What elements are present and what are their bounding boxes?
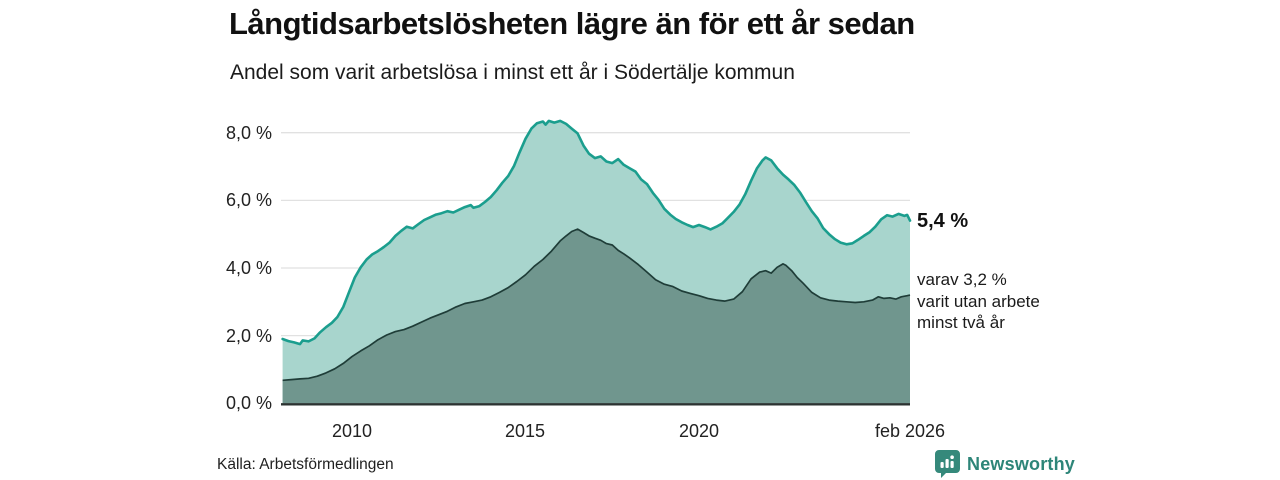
y-tick-4: 4,0 % xyxy=(225,258,272,278)
secondary-note-line1: varav 3,2 % xyxy=(917,270,1007,289)
end-value-label: 5,4 % xyxy=(917,210,969,232)
y-tick-2: 2,0 % xyxy=(225,326,272,346)
line-minst-ett-ar xyxy=(281,119,912,346)
x-tick-2015: 2015 xyxy=(504,421,546,441)
newsworthy-logo-icon xyxy=(935,450,960,478)
secondary-note-line2: varit utan arbete xyxy=(917,291,1040,311)
chart-subtitle: Andel som varit arbetslösa i minst ett å… xyxy=(230,61,795,84)
line-minst-tva-ar xyxy=(282,228,911,382)
y-tick-0: 0,0 % xyxy=(225,393,272,413)
brand-name: Newsworthy xyxy=(967,453,1076,474)
y-tick-8: 8,0 % xyxy=(225,123,272,143)
x-tick-feb-2026: feb 2026 xyxy=(874,421,946,441)
y-tick-6: 6,0 % xyxy=(225,190,272,210)
page-title: Långtidsarbetslösheten lägre än för ett … xyxy=(229,6,915,41)
x-tick-2010: 2010 xyxy=(331,421,373,441)
source-credit: Källa: Arbetsförmedlingen xyxy=(217,456,394,473)
area-minst-tva-ar xyxy=(282,229,911,404)
secondary-series-note: varav 3,2 % varit utan arbete minst två … xyxy=(917,269,1040,334)
secondary-note-line3: minst två år xyxy=(917,313,1005,332)
x-tick-2020: 2020 xyxy=(678,421,720,441)
newsworthy-brand-link[interactable]: Newsworthy xyxy=(935,449,1075,479)
